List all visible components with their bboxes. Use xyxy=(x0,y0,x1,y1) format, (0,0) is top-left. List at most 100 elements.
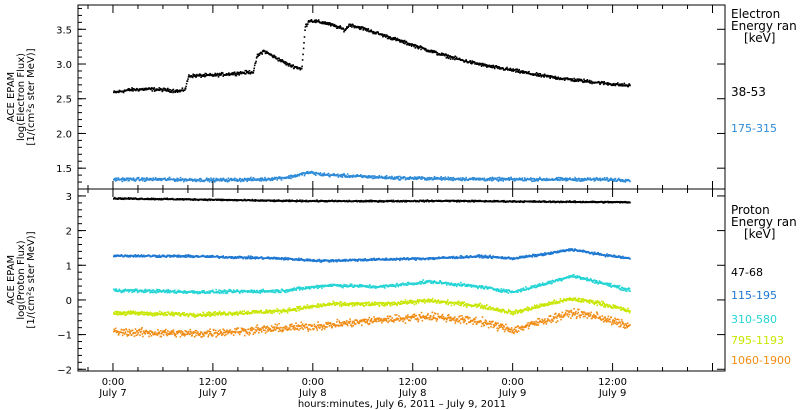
data-point xyxy=(388,37,390,40)
data-point xyxy=(588,251,590,254)
data-point xyxy=(188,255,191,257)
data-point xyxy=(535,72,538,74)
data-point xyxy=(204,75,206,78)
data-point xyxy=(493,199,496,202)
data-point xyxy=(556,177,558,180)
data-point xyxy=(319,172,322,174)
data-point xyxy=(241,289,243,292)
data-point xyxy=(511,69,514,71)
data-point xyxy=(369,30,372,33)
data-point xyxy=(219,72,221,75)
data-point xyxy=(620,83,623,85)
data-point xyxy=(380,176,382,179)
data-point xyxy=(140,88,143,90)
data-point xyxy=(402,258,404,260)
data-point xyxy=(423,177,426,179)
data-point xyxy=(323,172,325,174)
data-point xyxy=(264,176,266,179)
data-point xyxy=(501,67,504,69)
y-tick-label: 2.5 xyxy=(56,95,72,106)
data-point xyxy=(577,178,579,181)
data-point xyxy=(334,25,337,28)
series-47-68 xyxy=(113,196,631,204)
data-point xyxy=(186,80,189,82)
data-point xyxy=(617,178,620,181)
data-point xyxy=(539,176,541,179)
data-point xyxy=(413,257,415,259)
data-point xyxy=(586,179,588,181)
data-point xyxy=(490,178,492,181)
data-point xyxy=(205,178,208,181)
data-point xyxy=(448,55,450,57)
data-point xyxy=(438,53,441,55)
data-point xyxy=(408,42,410,45)
data-point xyxy=(518,68,520,71)
data-point xyxy=(555,78,557,80)
data-point xyxy=(303,42,305,44)
data-point xyxy=(354,25,357,28)
data-point xyxy=(355,175,358,177)
data-point xyxy=(465,255,467,258)
data-point xyxy=(206,291,209,293)
data-point xyxy=(403,39,406,42)
data-point xyxy=(364,27,366,30)
data-point xyxy=(213,75,215,77)
data-point xyxy=(318,286,321,288)
data-point xyxy=(240,179,242,182)
data-point xyxy=(586,79,589,81)
data-point xyxy=(121,180,123,183)
data-point xyxy=(457,177,459,180)
data-point xyxy=(385,199,388,202)
data-point xyxy=(318,285,320,287)
data-point xyxy=(578,179,581,182)
data-point xyxy=(113,179,115,181)
data-point xyxy=(122,91,125,94)
data-point xyxy=(315,174,317,176)
data-point xyxy=(209,256,212,258)
data-point xyxy=(284,62,286,65)
data-point xyxy=(402,42,405,44)
data-point xyxy=(270,54,273,56)
data-point xyxy=(512,70,515,72)
data-point xyxy=(405,258,407,261)
data-point xyxy=(471,60,473,62)
data-point xyxy=(176,180,179,182)
data-point xyxy=(305,259,307,261)
data-point xyxy=(577,78,579,81)
data-point xyxy=(521,178,523,181)
data-point xyxy=(266,50,268,53)
data-point xyxy=(562,250,564,252)
data-point xyxy=(489,254,491,257)
data-point xyxy=(502,178,505,181)
data-point xyxy=(433,175,436,178)
data-point xyxy=(254,290,256,293)
data-point xyxy=(274,55,276,58)
data-point xyxy=(155,292,157,294)
data-point xyxy=(440,179,443,181)
data-point xyxy=(228,288,231,291)
data-point xyxy=(470,178,473,180)
data-point xyxy=(206,178,209,180)
data-point xyxy=(255,257,258,260)
data-point xyxy=(362,176,365,178)
data-point xyxy=(321,285,324,288)
data-point xyxy=(360,200,362,203)
data-point xyxy=(395,39,397,42)
data-point xyxy=(132,289,134,291)
y-axis-label: ACE EPAM xyxy=(6,255,17,305)
data-point xyxy=(152,289,155,291)
data-point xyxy=(342,286,344,289)
data-point xyxy=(316,284,318,287)
data-point xyxy=(248,70,251,72)
data-point xyxy=(158,178,160,181)
y-tick-label: 1.5 xyxy=(56,164,72,175)
data-point xyxy=(255,256,257,258)
data-point xyxy=(366,30,368,32)
data-point xyxy=(445,53,447,55)
data-point xyxy=(531,256,534,258)
data-point xyxy=(296,66,299,68)
data-point xyxy=(121,177,124,179)
data-point xyxy=(130,88,132,91)
data-point xyxy=(606,176,608,179)
data-point xyxy=(588,81,590,83)
